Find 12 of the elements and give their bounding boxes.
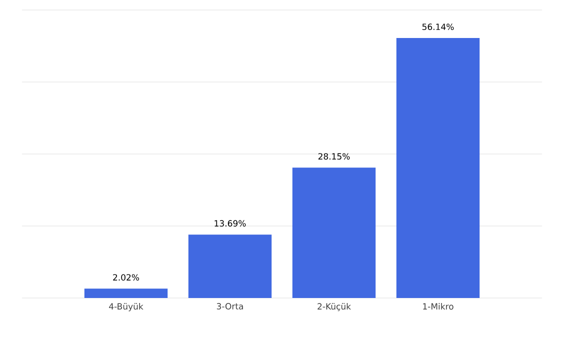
data-label: 13.69% [214,220,246,227]
bar [292,168,376,298]
x-tick-label: 4-Büyük [109,303,144,312]
bar [396,38,480,298]
x-tick-label: 2-Küçük [318,303,351,312]
data-label: 56.14% [422,24,454,30]
x-tick-label: 3-Orta [216,303,243,310]
bar [188,234,272,298]
data-label: 2.02% [113,274,140,281]
data-label: 28.15% [318,153,350,160]
bar [84,288,168,298]
x-tick-label: 1-Mikro [423,303,454,310]
